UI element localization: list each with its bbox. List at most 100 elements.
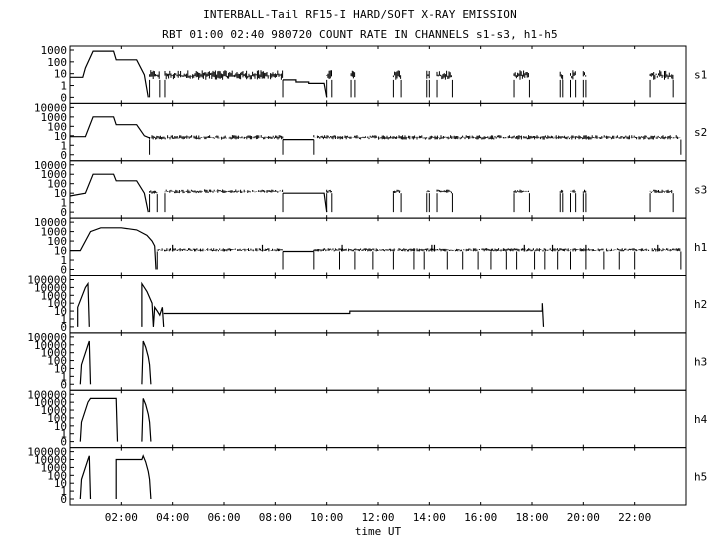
x-axis-label: time UT xyxy=(355,525,402,538)
y-tick-label: 1000 xyxy=(41,289,68,302)
trace-s1 xyxy=(436,70,452,80)
channel-label-h1: h1 xyxy=(694,241,707,254)
trace-s3 xyxy=(164,189,284,194)
trace-s1 xyxy=(164,70,284,80)
trace-s3 xyxy=(326,189,332,193)
trace-s3 xyxy=(436,189,452,194)
trace-s1 xyxy=(392,70,402,80)
y-tick-label: 1 xyxy=(60,197,67,210)
channel-label-h2: h2 xyxy=(694,298,707,311)
y-tick-label: 100 xyxy=(47,120,67,133)
trace-s3 xyxy=(582,189,587,193)
trace-s1 xyxy=(283,79,328,98)
y-tick-label: 10 xyxy=(54,187,67,200)
x-tick-label: 02:00 xyxy=(105,511,138,524)
trace-h5 xyxy=(79,455,92,500)
trace-h1 xyxy=(70,227,157,270)
y-tick-label: 100 xyxy=(47,235,67,248)
trace-s1 xyxy=(350,70,356,79)
y-tick-label: 1000 xyxy=(41,168,68,181)
y-tick-label: 10 xyxy=(54,362,67,375)
trace-h2 xyxy=(77,281,90,327)
y-tick-label: 100 xyxy=(47,178,67,191)
y-tick-label: 0 xyxy=(60,321,67,334)
trace-s3 xyxy=(513,189,529,193)
y-tick-label: 0 xyxy=(60,149,67,162)
y-tick-label: 1 xyxy=(60,139,67,152)
panel-frame-s3 xyxy=(69,160,687,219)
channel-label-h4: h4 xyxy=(694,413,708,426)
y-tick-label: 100000 xyxy=(27,446,67,459)
y-tick-label: 1 xyxy=(60,313,67,326)
trace-s3 xyxy=(149,190,158,194)
y-tick-label: 100 xyxy=(47,412,67,425)
chart-title: INTERBALL-Tail RF15-I HARD/SOFT X-RAY EM… xyxy=(203,8,517,21)
y-tick-label: 1000 xyxy=(41,111,68,124)
trace-h4 xyxy=(79,397,119,442)
trace-s1 xyxy=(649,70,674,80)
y-tick-label: 10000 xyxy=(34,159,67,172)
chart-subtitle: RBT 01:00 02:40 980720 COUNT RATE IN CHA… xyxy=(162,28,558,41)
y-tick-label: 1 xyxy=(60,254,67,267)
channel-label-s1: s1 xyxy=(694,69,707,82)
y-tick-label: 10 xyxy=(54,130,67,143)
y-tick-label: 100000 xyxy=(27,274,67,287)
x-tick-label: 22:00 xyxy=(618,511,651,524)
y-tick-label: 10000 xyxy=(34,396,67,409)
y-tick-label: 10000 xyxy=(34,101,67,114)
trace-h1 xyxy=(313,248,681,252)
y-tick-label: 0 xyxy=(60,378,67,391)
y-tick-label: 1 xyxy=(60,428,67,441)
trace-h3 xyxy=(79,340,92,385)
trace-s1 xyxy=(326,70,332,79)
trace-s2 xyxy=(149,135,284,140)
x-tick-label: 16:00 xyxy=(464,511,497,524)
y-tick-label: 1 xyxy=(60,80,67,93)
trace-h2 xyxy=(163,303,545,327)
trace-s1 xyxy=(513,70,529,80)
y-tick-label: 1 xyxy=(60,370,67,383)
y-tick-label: 10 xyxy=(54,420,67,433)
trace-h4 xyxy=(141,398,152,442)
trace-s3 xyxy=(559,189,564,193)
trace-s3 xyxy=(69,173,149,213)
y-tick-label: 10000 xyxy=(34,339,67,352)
y-tick-label: 0 xyxy=(60,91,67,104)
trace-s1 xyxy=(570,70,576,80)
x-tick-label: 20:00 xyxy=(567,511,600,524)
y-tick-label: 100 xyxy=(47,56,67,69)
x-tick-label: 06:00 xyxy=(207,511,240,524)
channel-label-s3: s3 xyxy=(694,183,707,196)
y-tick-label: 100 xyxy=(47,469,67,482)
panel-frame-h1 xyxy=(69,217,687,276)
trace-s3 xyxy=(392,189,402,194)
y-tick-label: 0 xyxy=(60,264,67,277)
y-tick-label: 10 xyxy=(54,68,67,81)
x-tick-label: 12:00 xyxy=(361,511,394,524)
x-tick-label: 10:00 xyxy=(310,511,343,524)
y-tick-label: 0 xyxy=(60,493,67,506)
channel-label-h5: h5 xyxy=(694,470,707,483)
panel-frame-s2 xyxy=(69,102,687,162)
trace-s3 xyxy=(649,189,674,194)
y-tick-label: 10000 xyxy=(34,281,67,294)
panel-frame-s1 xyxy=(69,45,687,104)
trace-s3 xyxy=(283,192,328,213)
x-tick-label: 04:00 xyxy=(156,511,189,524)
y-tick-label: 1000 xyxy=(41,44,68,57)
y-tick-label: 100 xyxy=(47,355,67,368)
x-tick-label: 08:00 xyxy=(259,511,292,524)
trace-h2 xyxy=(141,281,165,327)
trace-s1 xyxy=(70,50,149,98)
trace-h5 xyxy=(115,454,152,500)
trace-s1 xyxy=(149,70,160,79)
y-tick-label: 1000 xyxy=(41,226,68,239)
y-tick-label: 10 xyxy=(54,245,67,258)
y-tick-label: 10000 xyxy=(34,216,67,229)
trace-s2 xyxy=(70,116,150,139)
